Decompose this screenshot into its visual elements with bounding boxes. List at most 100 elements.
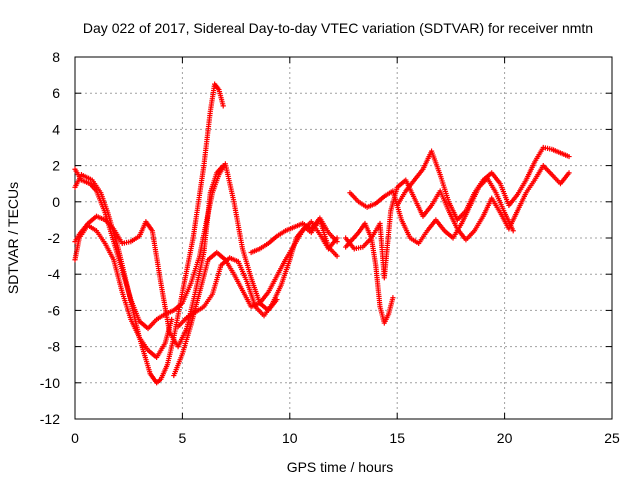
data-point	[248, 275, 254, 281]
data-point	[388, 208, 394, 214]
series-11	[347, 175, 516, 247]
data-point	[227, 255, 233, 261]
series-10	[394, 144, 572, 223]
data-point	[428, 202, 435, 209]
x-tick-label: 0	[71, 430, 79, 446]
data-point	[231, 271, 237, 277]
data-point	[216, 86, 222, 93]
data-point	[265, 289, 271, 295]
data-point	[489, 195, 495, 201]
data-point	[411, 177, 417, 183]
y-tick-label: -4	[48, 266, 61, 282]
data-point	[489, 170, 495, 176]
data-point	[119, 240, 125, 247]
data-point	[433, 217, 439, 223]
data-point	[362, 220, 368, 227]
data-point	[201, 304, 207, 310]
data-point	[347, 190, 353, 196]
x-axis-label: GPS time / hours	[287, 459, 394, 475]
data-point	[220, 103, 226, 109]
data-point	[398, 217, 405, 223]
data-point	[334, 253, 340, 259]
data-point	[373, 201, 379, 207]
series-4	[72, 161, 280, 332]
data-point	[162, 311, 168, 317]
data-point	[476, 184, 482, 190]
data-point	[166, 329, 173, 335]
data-point	[428, 148, 435, 154]
data-point	[502, 210, 508, 216]
data-point	[532, 177, 538, 183]
data-point	[149, 228, 155, 234]
data-point	[360, 244, 366, 250]
data-point	[93, 213, 100, 219]
data-point	[184, 315, 190, 321]
data-point	[201, 163, 207, 169]
data-point	[308, 226, 314, 232]
data-point	[441, 228, 448, 234]
x-tick-label: 10	[282, 430, 298, 446]
data-point	[93, 188, 100, 194]
data-point	[368, 235, 375, 241]
data-point	[557, 150, 564, 156]
data-point	[257, 300, 263, 306]
data-point	[188, 322, 194, 328]
data-point	[566, 170, 572, 176]
data-point	[557, 181, 564, 187]
data-point	[203, 220, 209, 227]
data-point	[145, 347, 151, 353]
y-tick-label: 0	[52, 194, 60, 210]
data-point	[212, 81, 218, 87]
data-point	[514, 191, 521, 198]
data-point	[394, 184, 400, 190]
data-point	[381, 320, 387, 326]
data-point	[308, 219, 314, 225]
data-point	[355, 199, 362, 205]
y-tick-label: 6	[52, 85, 60, 101]
data-point	[143, 219, 149, 225]
data-point	[76, 231, 82, 237]
data-point	[437, 188, 443, 194]
data-point	[506, 202, 512, 209]
data-point	[128, 316, 134, 323]
data-point	[355, 229, 362, 236]
data-point	[278, 282, 284, 288]
data-point	[291, 242, 297, 248]
data-point	[158, 280, 164, 286]
data-point	[334, 239, 340, 245]
data-point	[222, 257, 228, 263]
data-point	[231, 199, 237, 205]
data-point	[549, 146, 555, 152]
data-point	[424, 228, 430, 234]
data-point	[523, 177, 529, 183]
data-point	[207, 108, 213, 114]
data-point	[390, 188, 396, 194]
data-point	[154, 354, 160, 361]
data-point	[209, 190, 216, 196]
data-point	[239, 287, 246, 294]
data-point	[72, 257, 78, 263]
data-point	[115, 244, 121, 250]
data-point	[209, 291, 216, 297]
data-point	[128, 239, 134, 245]
y-tick-label: -2	[48, 230, 61, 246]
data-point	[467, 202, 473, 209]
data-point	[222, 161, 228, 167]
data-point	[205, 257, 211, 263]
data-point	[85, 220, 91, 227]
data-point	[87, 181, 93, 187]
data-point	[549, 172, 555, 178]
data-point	[274, 233, 280, 239]
data-point	[196, 289, 203, 295]
data-point	[540, 144, 546, 151]
data-point	[377, 220, 383, 227]
data-point	[403, 188, 409, 194]
data-point	[175, 324, 181, 330]
data-point	[154, 380, 160, 386]
data-point	[179, 300, 185, 306]
data-point	[171, 307, 177, 313]
data-point	[403, 177, 409, 183]
data-point	[93, 228, 100, 234]
series-2	[72, 222, 175, 361]
